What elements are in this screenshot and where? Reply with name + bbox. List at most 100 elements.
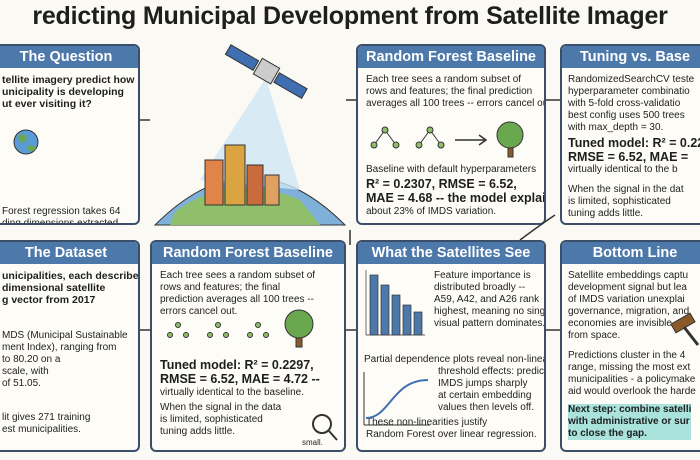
text-line: tuning adds little. <box>568 208 644 219</box>
text-line: to close the gap. <box>568 428 692 440</box>
panel: The Dataset unicipalities, each described… <box>0 240 140 452</box>
text-line: hyperparameter combinatio <box>568 86 690 97</box>
text-line: Tuned model: R² = 0.2297, <box>160 358 314 372</box>
text-line: lit gives 271 training <box>2 412 91 423</box>
text-line: with max_depth = 30. <box>568 122 664 133</box>
text-line: ment Index), ranging from <box>2 342 117 353</box>
text-line: These non-linearities justify <box>366 417 488 428</box>
text-line: visual pattern dominates. <box>434 318 546 329</box>
text-line: best config uses 500 trees <box>568 110 685 121</box>
panel: The Question tellite imagery predict how u… <box>0 44 140 225</box>
text-line: aid would overlook the harde <box>568 386 696 397</box>
text-line: is limited, sophisticated <box>160 414 263 425</box>
text-block: unicipalities, each described dimensional… <box>2 270 140 306</box>
text-line: Each tree sees a random subset of <box>366 74 522 85</box>
text-line: Feature importance is <box>434 270 531 281</box>
text-line: RMSE = 6.52, MAE = 4.72 -- <box>160 372 320 386</box>
text-line: Random Forest over linear regression. <box>366 429 537 440</box>
text-line: scale, with <box>2 366 49 377</box>
text-line: is limited, sophisticated <box>568 196 671 207</box>
text-block: Forest regression takes 64 ding dimension… <box>2 206 123 225</box>
text-line: Forest regression takes 64 <box>2 206 121 217</box>
text-line: unicipalities, each described <box>2 270 140 282</box>
text-line: rows and features; the final prediction <box>366 86 533 97</box>
panel: Bottom Line Satellite embeddings captu dev… <box>560 240 700 452</box>
text-line: economies are invisible <box>568 318 672 329</box>
text-line: highest, meaning no single <box>434 306 546 317</box>
text-line: A59, A42, and A26 rank <box>434 294 540 305</box>
text-block: Next step: combine satelli with administr… <box>568 404 692 440</box>
text-block: MDS (Municipal Sustainable ment Index), r… <box>2 330 128 390</box>
text-line: virtually identical to the b <box>568 164 678 175</box>
text-line: about 23% of IMDS variation. <box>366 206 497 217</box>
text-line: governance, migration, and <box>568 306 690 317</box>
text-line: to 80.20 on a <box>2 354 61 365</box>
text-line: When the signal in the data <box>160 402 282 413</box>
text-line: Predictions cluster in the 4 <box>568 350 686 361</box>
satellite-illustration <box>153 44 347 226</box>
text-line: g vector from 2017 <box>2 294 96 306</box>
text-block: When the signal in the dat is limited, so… <box>568 184 684 220</box>
text-line: MDS (Municipal Sustainable <box>2 330 128 341</box>
text-line: RMSE = 6.52, MAE = <box>568 150 689 164</box>
text-block: When the signal in the data is limited, s… <box>160 402 281 438</box>
text-block: R² = 0.2307, RMSE = 6.52, MAE = 4.68 -- t… <box>366 177 546 205</box>
text-line: of 51.05. <box>2 378 41 389</box>
text-line: Baseline with default hyperparameters <box>366 164 537 175</box>
text-line: development signal but lea <box>568 282 687 293</box>
text-line: small. <box>302 438 323 447</box>
panel-header: The Question <box>0 46 138 68</box>
text-line: Tuned model: R² = 0.22 <box>568 136 700 150</box>
text-block: Each tree sees a random subset of rows an… <box>160 270 315 318</box>
text-block: lit gives 271 training est municipalities… <box>2 412 90 436</box>
text-line: Partial dependence plots reveal non-line… <box>364 354 546 365</box>
text-line: with 5-fold cross-validatio <box>568 98 681 109</box>
text-line: of IMDS variation unexplai <box>568 294 685 305</box>
text-line: dimensional satellite <box>2 282 106 294</box>
text-block: Baseline with default hyperparameters <box>366 164 536 176</box>
panel: Random Forest Baseline Each tree sees a r… <box>356 44 546 225</box>
text-block: virtually identical to the baseline. <box>160 387 304 399</box>
text-line: When the signal in the dat <box>568 184 684 195</box>
text-block: about 23% of IMDS variation. <box>366 206 496 218</box>
text-line: municipalities - a policymake <box>568 374 696 385</box>
text-line: RandomizedSearchCV teste <box>568 74 695 85</box>
text-block: Partial dependence plots reveal non-line… <box>364 354 546 366</box>
text-line: Next step: combine satelli <box>568 404 692 416</box>
text-line: range, missing the most ext <box>568 362 691 373</box>
text-line: values then levels off. <box>438 402 534 413</box>
text-block: Predictions cluster in the 4 range, missi… <box>568 350 696 398</box>
text-block: Each tree sees a random subset of rows an… <box>366 74 546 110</box>
text-line: distributed broadly -- <box>434 282 526 293</box>
text-line: rows and features; the final <box>160 282 281 293</box>
text-line: MAE = 4.68 -- the model explains <box>366 191 546 205</box>
text-block: tellite imagery predict how unicipality i… <box>2 74 134 110</box>
panel: Tuning vs. Base RandomizedSearchCV teste h… <box>560 44 700 225</box>
text-line: errors cancel out. <box>160 306 238 317</box>
text-block: Tuned model: R² = 0.22 RMSE = 6.52, MAE = <box>568 136 700 164</box>
text-line: R² = 0.2307, RMSE = 6.52, <box>366 177 517 191</box>
text-line: virtually identical to the baseline. <box>160 387 304 398</box>
text-line: averages all 100 trees -- errors cancel … <box>366 98 546 109</box>
panel-header: Random Forest Baseline <box>358 46 544 68</box>
title: redicting Municipal Development from Sat… <box>32 2 668 30</box>
text-line: threshold effects: predicted <box>438 366 546 377</box>
text-line: with administrative or sur <box>568 416 692 428</box>
text-block: Feature importance is distributed broadly… <box>434 270 546 330</box>
text-block: These non-linearities justify Random Fore… <box>366 417 537 441</box>
text-block: RandomizedSearchCV teste hyperparameter c… <box>568 74 694 134</box>
text-block: Tuned model: R² = 0.2297, RMSE = 6.52, MA… <box>160 358 320 386</box>
panel-header: What the Satellites See <box>358 242 544 264</box>
text-line: at certain embedding <box>438 390 532 401</box>
panel: What the Satellites See Feature importanc… <box>356 240 546 452</box>
panel-header: Tuning vs. Base <box>562 46 700 68</box>
panel: Random Forest Baseline Each tree sees a r… <box>150 240 346 452</box>
panel-header: Bottom Line <box>562 242 700 264</box>
text-line: unicipality is developing <box>2 86 124 98</box>
text-line: from space. <box>568 330 621 341</box>
text-line: tuning adds little. <box>160 426 236 437</box>
panel-header: Random Forest Baseline <box>152 242 344 264</box>
text-block: small. <box>302 437 323 449</box>
text-line: ding dimensions extracted <box>2 218 119 225</box>
